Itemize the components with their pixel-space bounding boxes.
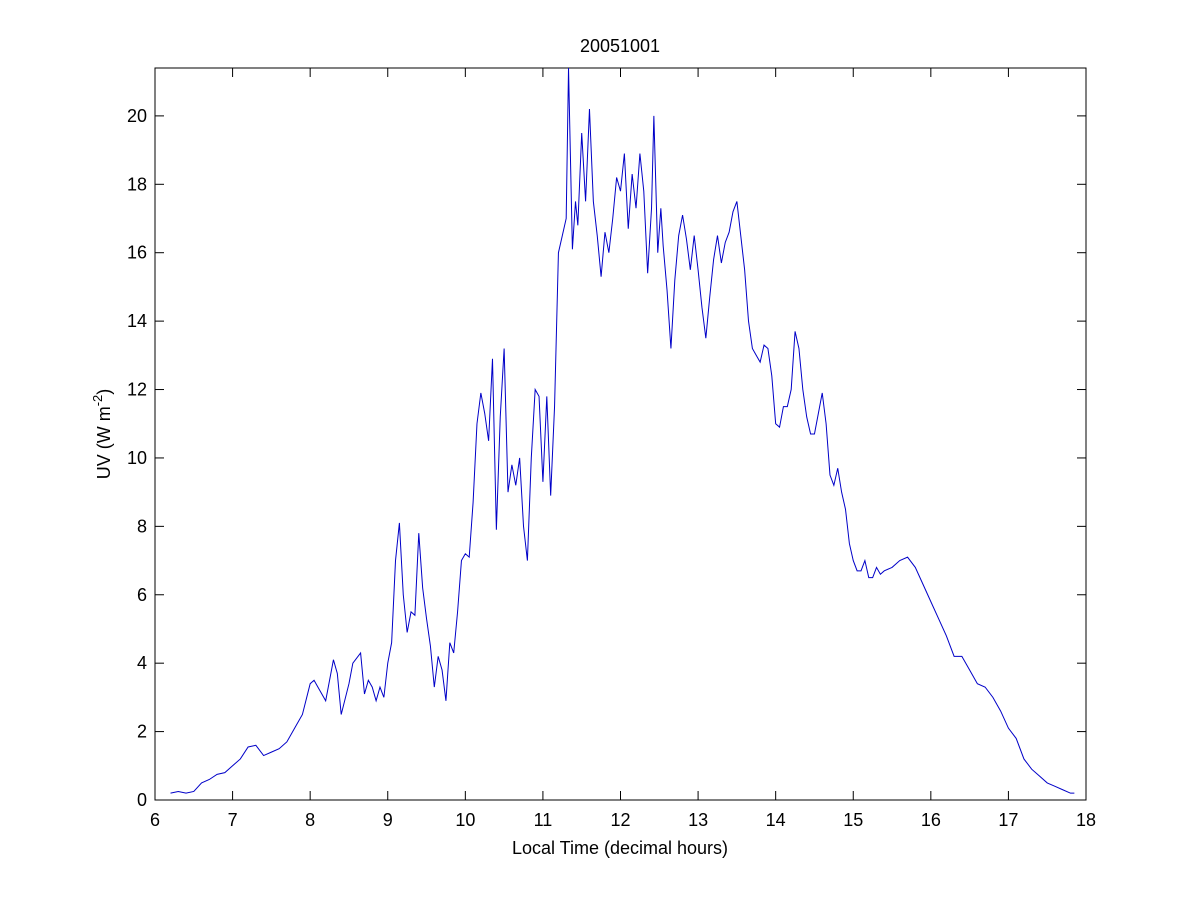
x-tick-label: 18 — [1076, 810, 1096, 830]
y-tick-label: 10 — [127, 448, 147, 468]
y-axis-label: UV (W m-2) — [90, 389, 114, 480]
x-tick-label: 12 — [610, 810, 630, 830]
x-tick-label: 13 — [688, 810, 708, 830]
y-tick-label: 16 — [127, 243, 147, 263]
x-tick-label: 7 — [228, 810, 238, 830]
x-tick-label: 8 — [305, 810, 315, 830]
y-tick-label: 6 — [137, 585, 147, 605]
data-line — [170, 67, 1075, 794]
y-tick-label: 4 — [137, 653, 147, 673]
x-tick-label: 17 — [998, 810, 1018, 830]
y-label-superscript: -2 — [90, 395, 105, 407]
y-tick-label: 14 — [127, 311, 147, 331]
x-tick-label: 14 — [766, 810, 786, 830]
x-tick-label: 9 — [383, 810, 393, 830]
x-tick-label: 10 — [455, 810, 475, 830]
y-tick-label: 18 — [127, 174, 147, 194]
y-tick-label: 2 — [137, 722, 147, 742]
y-label-text: UV (W m — [94, 406, 114, 479]
y-tick-label: 12 — [127, 380, 147, 400]
x-tick-label: 16 — [921, 810, 941, 830]
y-label-close: ) — [94, 389, 114, 395]
x-tick-label: 15 — [843, 810, 863, 830]
chart-title: 20051001 — [580, 36, 660, 56]
x-tick-label: 11 — [534, 810, 553, 830]
y-tick-label: 0 — [137, 790, 147, 810]
x-tick-label: 6 — [150, 810, 160, 830]
y-tick-label: 8 — [137, 516, 147, 536]
x-axis-label: Local Time (decimal hours) — [512, 838, 728, 858]
y-tick-label: 20 — [127, 106, 147, 126]
